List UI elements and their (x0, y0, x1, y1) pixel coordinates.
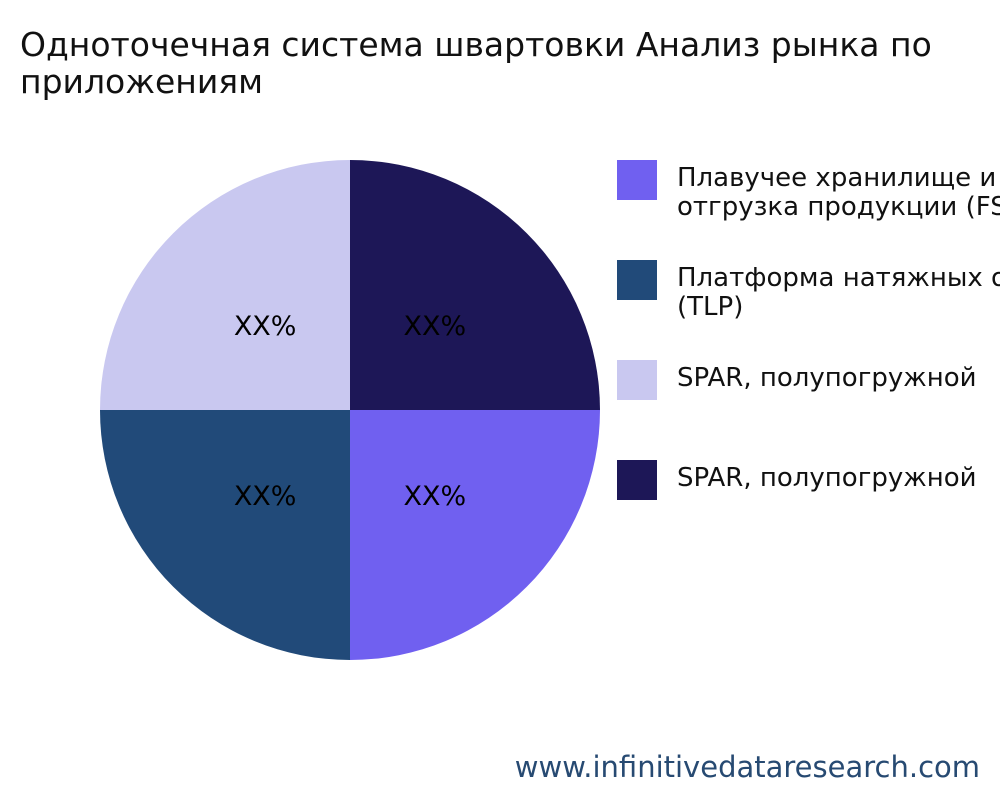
legend-swatch (617, 360, 657, 400)
legend-label: Плавучее хранилище и отгрузка продукции … (677, 163, 1000, 222)
watermark: www.infinitivedataresearch.com (514, 750, 980, 784)
legend-item-1: Платформа натяжных опор (TLP) (617, 260, 1000, 322)
legend-label: SPAR, полупогружной (677, 363, 977, 393)
pie-slice-1 (100, 410, 350, 660)
legend-swatch (617, 460, 657, 500)
pie-data-label-3: XX% (404, 311, 467, 342)
legend-swatch (617, 160, 657, 200)
legend: Плавучее хранилище и отгрузка продукции … (617, 160, 1000, 560)
pie-slice-0 (350, 410, 600, 660)
pie-data-label-0: XX% (404, 481, 467, 512)
legend-item-0: Плавучее хранилище и отгрузка продукции … (617, 160, 1000, 222)
legend-label: SPAR, полупогружной (677, 463, 977, 493)
pie-slice-2 (100, 160, 350, 410)
legend-item-3: SPAR, полупогружной (617, 460, 1000, 520)
pie-slice-3 (350, 160, 600, 410)
chart-title: Одноточечная система швартовки Анализ ры… (20, 25, 932, 101)
pie-data-label-2: XX% (234, 311, 297, 342)
legend-swatch (617, 260, 657, 300)
legend-label: Платформа натяжных опор (TLP) (677, 263, 1000, 322)
legend-item-2: SPAR, полупогружной (617, 360, 1000, 420)
pie-data-label-1: XX% (234, 481, 297, 512)
